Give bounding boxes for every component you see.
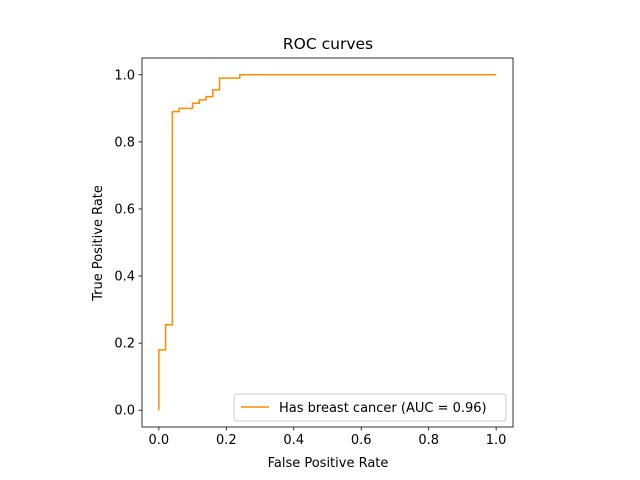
chart-title: ROC curves: [283, 35, 373, 53]
y-tick-label: 0.8: [114, 135, 135, 150]
plot-area: [141, 57, 514, 428]
x-tick-label: 1.0: [486, 433, 507, 448]
x-tick-label: 0.6: [351, 433, 372, 448]
x-tick-label: 0.8: [418, 433, 439, 448]
x-axis-label: False Positive Rate: [268, 456, 389, 471]
y-axis-label: True Positive Rate: [91, 185, 106, 302]
x-tick-label: 0.0: [149, 433, 170, 448]
y-tick-label: 0.0: [114, 404, 135, 419]
x-tick-label: 0.4: [283, 433, 304, 448]
y-tick-label: 1.0: [114, 68, 135, 83]
roc-curve-line-0: [158, 74, 497, 411]
legend-label: Has breast cancer (AUC = 0.96): [279, 401, 487, 416]
legend: Has breast cancer (AUC = 0.96): [233, 393, 507, 422]
x-tick-label: 0.2: [216, 433, 237, 448]
y-tick-label: 0.4: [114, 270, 135, 285]
y-axis: 0.0 0.2 0.4 0.6 0.8 1.0: [114, 68, 142, 419]
legend-box: [233, 393, 507, 422]
y-tick-label: 0.2: [114, 337, 135, 352]
y-tick-label: 0.6: [114, 202, 135, 217]
x-axis: 0.0 0.2 0.4 0.6 0.8 1.0: [149, 427, 507, 448]
plot-frame: [141, 57, 514, 428]
